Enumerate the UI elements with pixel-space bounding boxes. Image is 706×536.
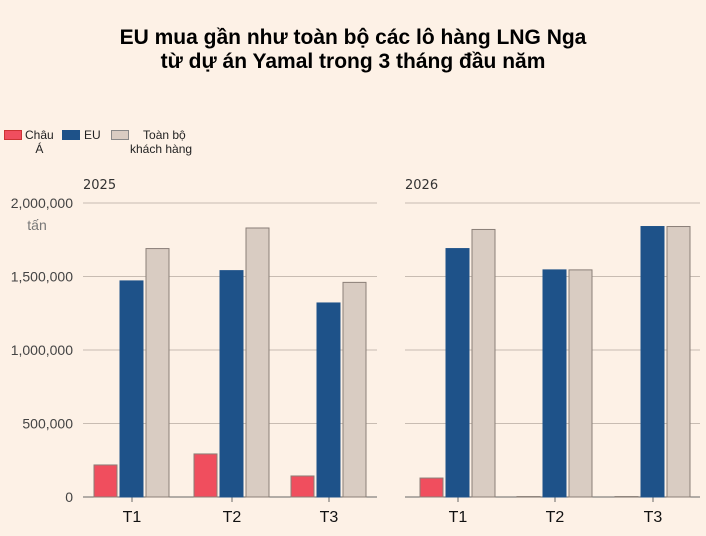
panel-label: 2026 <box>405 178 438 193</box>
bar-châu-á <box>419 477 444 498</box>
bar-châu-á <box>93 464 118 498</box>
bar-toàn-bộ-khách-hàng <box>145 248 170 498</box>
bar-eu <box>542 269 567 498</box>
y-tick-label: 0 <box>65 489 73 505</box>
legend-swatch-total <box>111 130 129 140</box>
bar-châu-á <box>193 453 218 498</box>
bar-châu-á <box>290 475 315 498</box>
bar-toàn-bộ-khách-hàng <box>342 281 367 498</box>
y-tick-label: 500,000 <box>22 416 73 432</box>
bar-eu <box>219 270 244 498</box>
bar-eu <box>119 280 144 498</box>
chart-title-line2: từ dự án Yamal trong 3 tháng đầu năm <box>160 50 546 73</box>
chart-title-line1: EU mua gần như toàn bộ các lô hàng LNG N… <box>119 26 587 49</box>
legend-swatch-asia <box>4 130 22 140</box>
bar-toàn-bộ-khách-hàng <box>666 226 691 498</box>
bar-toàn-bộ-khách-hàng <box>471 228 496 498</box>
legend-swatch-eu <box>62 130 80 140</box>
x-tick-label: T2 <box>546 509 565 526</box>
x-tick-label: T3 <box>320 509 339 526</box>
bar-eu <box>640 226 665 498</box>
bar-eu <box>445 248 470 498</box>
bar-toàn-bộ-khách-hàng <box>568 269 593 498</box>
y-tick-label: 1,500,000 <box>11 269 73 285</box>
x-tick-label: T1 <box>449 509 468 526</box>
x-tick-label: T2 <box>223 509 242 526</box>
panel-label: 2025 <box>83 178 116 193</box>
y-tick-label: 1,000,000 <box>11 342 73 358</box>
bar-châu-á <box>516 496 541 498</box>
x-tick-label: T3 <box>644 509 663 526</box>
legend-label-asia: Châu Á <box>25 128 54 156</box>
legend-label-eu: EU <box>84 128 101 142</box>
bar-toàn-bộ-khách-hàng <box>245 227 270 498</box>
x-tick-label: T1 <box>123 509 142 526</box>
y-axis-unit: tấn <box>27 217 46 233</box>
y-tick-label: 2,000,000 <box>11 195 73 211</box>
legend-label-total: Toàn bộ khách hàng <box>130 128 193 156</box>
bar-eu <box>316 302 341 498</box>
bar-châu-á <box>614 496 639 498</box>
